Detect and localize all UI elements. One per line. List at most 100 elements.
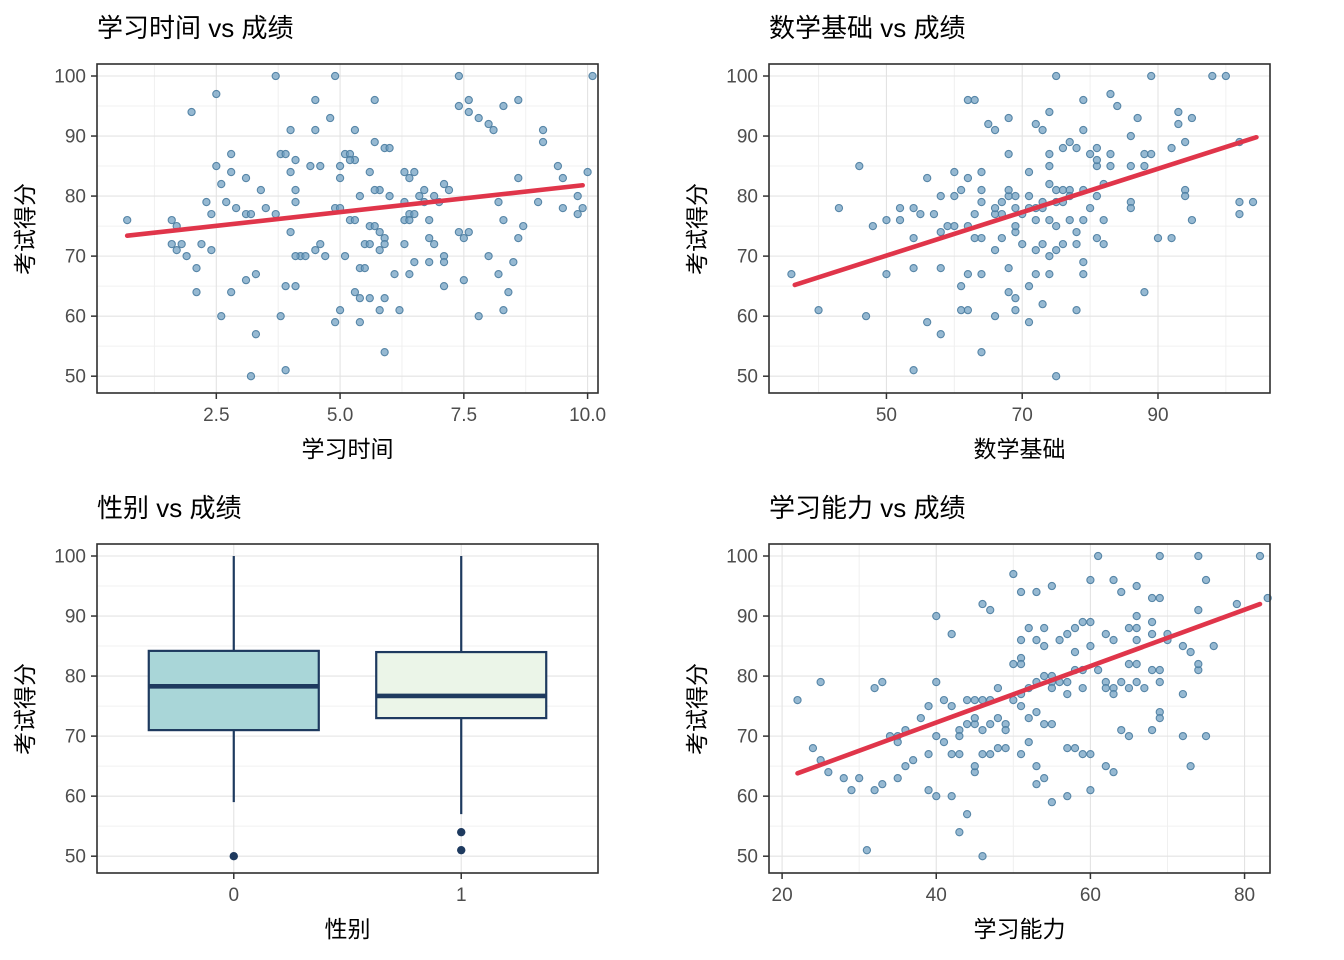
data-point <box>990 245 1000 255</box>
data-point <box>1153 233 1163 243</box>
data-point <box>947 749 956 759</box>
data-point <box>970 95 979 105</box>
data-point <box>1038 299 1047 309</box>
data-point <box>207 209 216 219</box>
data-point <box>956 305 966 315</box>
plot-title: 学习时间 vs 成绩 <box>97 13 294 43</box>
data-point <box>916 209 925 219</box>
data-point <box>1124 659 1134 669</box>
data-point <box>1155 665 1164 675</box>
data-point <box>1194 659 1203 669</box>
data-point <box>1032 761 1041 771</box>
data-point <box>380 348 389 357</box>
y-tick-label: 100 <box>726 67 758 88</box>
data-point <box>1078 617 1087 627</box>
data-point <box>429 239 439 249</box>
data-point <box>1011 293 1020 303</box>
data-point <box>895 215 905 225</box>
data-point <box>1208 71 1217 81</box>
data-point <box>1032 635 1041 645</box>
data-point <box>1140 161 1149 171</box>
data-point <box>1124 623 1134 633</box>
data-point <box>335 161 345 171</box>
panel-border <box>96 543 599 874</box>
data-point <box>1132 611 1141 621</box>
data-point <box>939 695 949 705</box>
data-point <box>870 683 879 693</box>
data-point <box>222 197 231 207</box>
data-point <box>950 167 959 177</box>
data-point <box>1085 149 1095 159</box>
data-point <box>355 293 365 303</box>
data-point <box>311 95 320 105</box>
data-point <box>1180 191 1190 201</box>
data-point <box>1106 89 1115 99</box>
data-point <box>281 149 290 159</box>
data-point <box>1093 551 1103 561</box>
data-point <box>1132 677 1141 687</box>
data-point <box>350 215 360 225</box>
data-point <box>1086 575 1095 585</box>
data-point <box>1132 623 1141 633</box>
data-point <box>1045 161 1054 171</box>
data-point <box>217 312 226 321</box>
data-point <box>993 713 1003 723</box>
data-point <box>947 629 956 639</box>
data-point <box>1155 593 1164 603</box>
data-point <box>499 101 508 111</box>
data-point <box>834 203 844 213</box>
data-point <box>1140 287 1149 297</box>
data-point <box>1063 677 1072 687</box>
data-point <box>986 719 995 729</box>
x-tick-label: 2.5 <box>203 405 229 426</box>
data-point <box>1016 749 1026 759</box>
x-tick-label: 5.0 <box>327 405 353 426</box>
data-point <box>370 137 379 147</box>
data-point <box>474 312 483 321</box>
data-point <box>962 810 972 819</box>
data-point <box>1106 149 1115 159</box>
data-point <box>464 95 473 105</box>
y-tick-label: 70 <box>65 247 86 268</box>
data-point <box>1024 318 1034 327</box>
data-point <box>1063 743 1072 753</box>
data-point <box>227 287 236 297</box>
data-point <box>1086 617 1095 627</box>
data-point <box>425 233 434 243</box>
data-point <box>425 215 434 225</box>
data-point <box>227 167 236 177</box>
data-point <box>1186 761 1195 771</box>
data-point <box>1092 191 1102 201</box>
data-point <box>977 197 986 207</box>
data-point <box>1194 551 1203 561</box>
data-point <box>963 269 973 279</box>
data-point <box>1072 227 1081 237</box>
data-point <box>1132 581 1141 591</box>
tick-labels: 50 70 90 50 60 70 80 90 100 <box>726 67 1168 426</box>
box-group-1 <box>375 556 548 855</box>
x-tick-label: 70 <box>1012 405 1033 426</box>
data-point <box>256 185 266 195</box>
data-point <box>1031 119 1040 129</box>
data-point <box>573 191 582 201</box>
data-point <box>1235 209 1244 219</box>
data-point <box>1167 143 1176 153</box>
data-point <box>182 251 191 261</box>
data-point <box>1187 215 1197 225</box>
data-point <box>1248 197 1258 207</box>
points-layer <box>793 551 1272 861</box>
points-layer <box>123 71 597 381</box>
data-point <box>932 731 941 741</box>
data-point <box>370 221 379 231</box>
data-point <box>1174 119 1183 129</box>
data-point <box>291 281 300 291</box>
data-point <box>400 167 409 177</box>
data-point <box>868 221 878 231</box>
data-point <box>454 227 464 237</box>
data-point <box>1072 305 1081 315</box>
panel-border <box>768 543 1271 874</box>
axis-ticks <box>763 555 1246 879</box>
data-point <box>251 269 261 279</box>
data-point <box>977 233 986 243</box>
data-point <box>1058 143 1068 153</box>
